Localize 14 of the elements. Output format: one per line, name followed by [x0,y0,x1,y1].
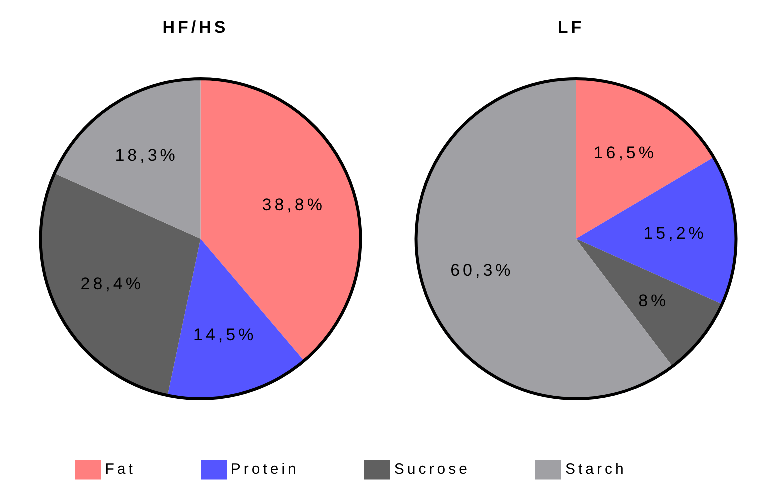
data-label: 15,2% [644,224,707,243]
data-label: 38,8% [262,195,326,214]
data-label: 14,5% [194,326,257,345]
data-label: 60,3% [450,261,514,280]
legend-label: Starch [565,460,627,478]
data-label: 18,3% [115,146,178,166]
legend-label: Sucrose [394,460,470,478]
legend-label: Protein [230,460,300,478]
legend-label: Fat [105,460,136,478]
data-label: 28,4% [80,274,144,294]
data-label: 16,5% [594,143,657,162]
slice-label: LF [558,18,585,37]
data-label: 8% [638,291,670,310]
slice-label: HF/HS [162,18,229,37]
